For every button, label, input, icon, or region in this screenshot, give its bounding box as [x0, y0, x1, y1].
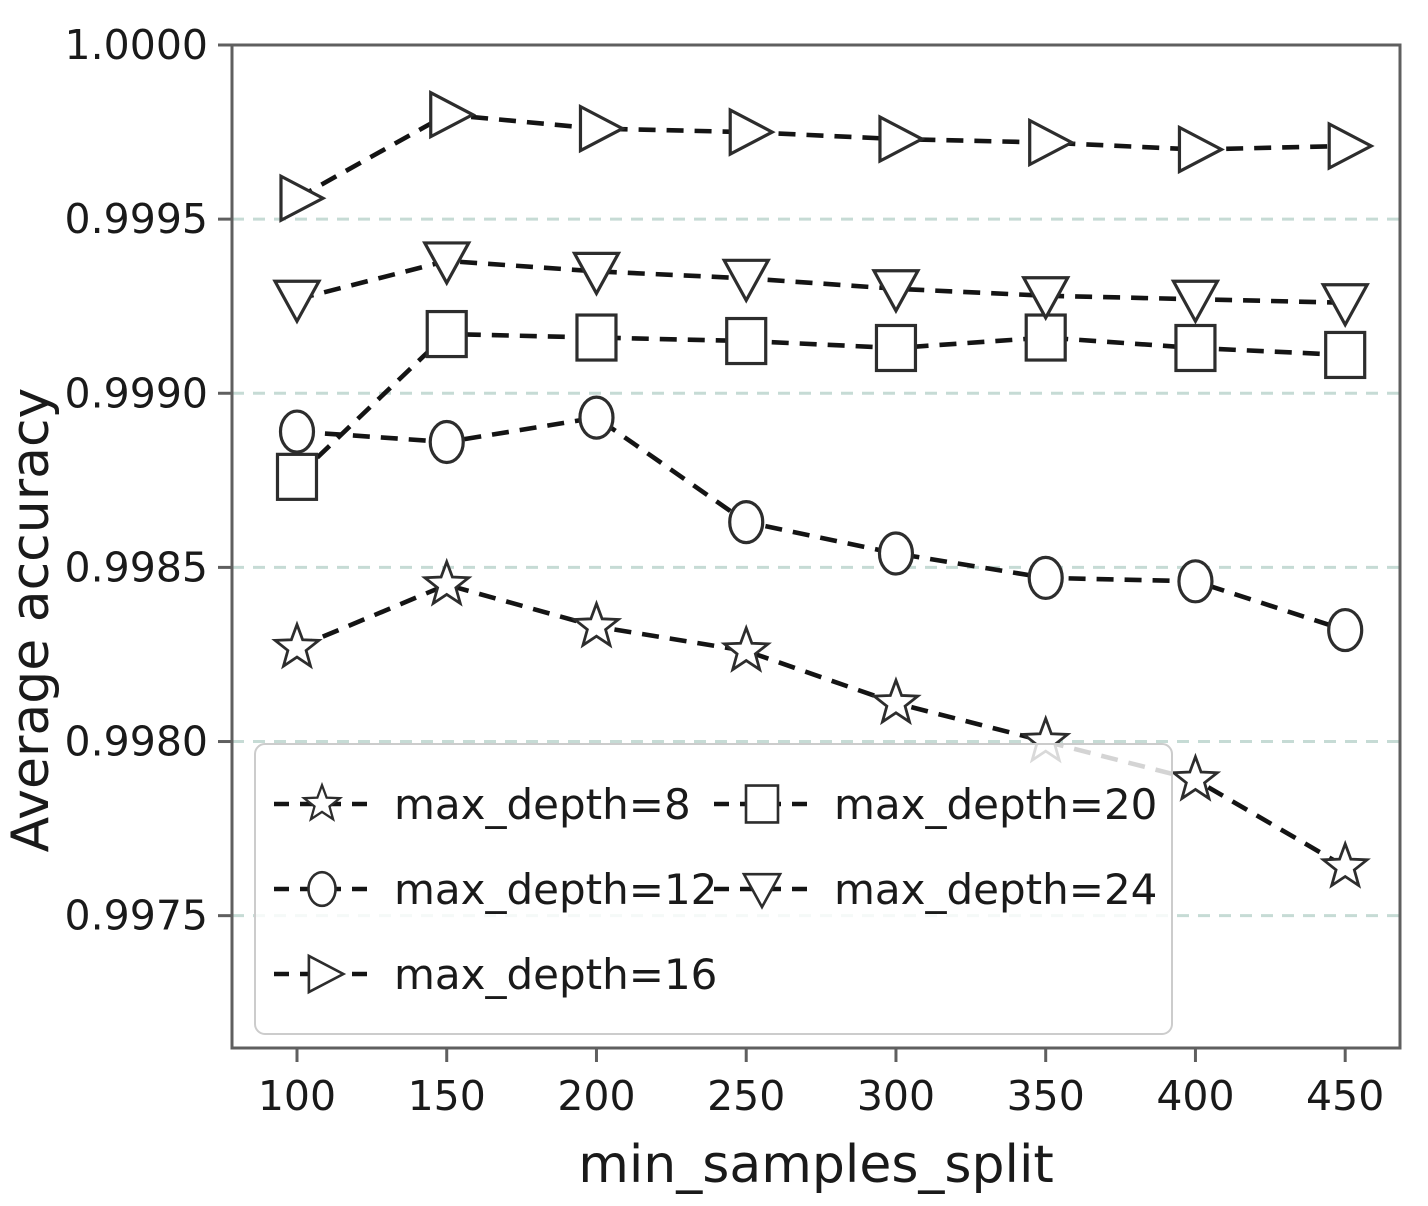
- marker-circle: [307, 870, 337, 908]
- marker-star: [720, 623, 772, 673]
- legend: max_depth=8 max_depth=12 max_depth=16 max_d…: [254, 743, 1173, 1035]
- y-tick-label: 1.0000: [65, 21, 208, 69]
- marker-circle: [728, 500, 765, 545]
- legend-item: max_depth=12: [274, 865, 717, 914]
- x-tick-label: 300: [857, 1072, 935, 1120]
- marker-triangle-down: [871, 269, 921, 315]
- legend-item: max_depth=24: [714, 865, 1157, 914]
- marker-circle: [877, 531, 915, 576]
- legend-item-label: max_depth=12: [394, 865, 717, 914]
- marker-triangle-right: [1177, 124, 1225, 175]
- x-axis-title: min_samples_split: [578, 1135, 1054, 1195]
- legend-item-label: max_depth=8: [394, 780, 691, 829]
- marker-triangle-right: [578, 103, 626, 154]
- x-tick-label: 150: [408, 1072, 486, 1120]
- series-max-depth-16: [279, 90, 1375, 223]
- legend-item: max_depth=20: [714, 780, 1157, 829]
- legend-box: [254, 743, 1173, 1035]
- marker-circle: [1027, 555, 1064, 600]
- y-tick-label: 0.9980: [65, 718, 208, 766]
- marker-star: [1169, 752, 1222, 802]
- legend-item-label: max_depth=24: [834, 865, 1157, 914]
- marker-triangle-down: [571, 251, 622, 297]
- x-tick-label: 400: [1156, 1072, 1234, 1120]
- marker-circle: [1327, 607, 1364, 653]
- marker-star: [421, 557, 473, 607]
- plot-frame: [230, 43, 1402, 1050]
- marker-square: [425, 309, 468, 359]
- marker-square: [575, 313, 618, 362]
- x-tick-label: 250: [707, 1072, 785, 1120]
- marker-square: [1024, 313, 1067, 362]
- marker-star: [271, 620, 323, 670]
- marker-triangle-right: [728, 107, 776, 157]
- series-line: [296, 258, 1346, 306]
- series-max-depth-24: [272, 241, 1370, 329]
- series-max-depth-12: [278, 395, 1364, 653]
- y-axis-title: Average accuracy: [1, 388, 61, 853]
- marker-square: [725, 316, 768, 366]
- axes-frame-layer: 1.0000 0.9995 0.9990 0.9985 0.9980 0.9975 100 1…: [65, 21, 1402, 1120]
- marker-triangle-right: [878, 114, 926, 164]
- marker-triangle-down: [1170, 279, 1221, 325]
- marker-triangle-down: [741, 872, 783, 910]
- marker-triangle-right: [1327, 121, 1375, 171]
- marker-square: [744, 784, 780, 824]
- marker-star: [870, 676, 922, 726]
- marker-circle: [578, 395, 615, 440]
- marker-square: [275, 452, 319, 501]
- marker-star: [300, 781, 344, 822]
- x-tick-label: 450: [1306, 1072, 1384, 1120]
- marker-triangle-right: [307, 953, 347, 995]
- marker-triangle-right: [1028, 117, 1076, 168]
- y-tick-label: 0.9985: [65, 543, 208, 591]
- legend-item-label: max_depth=16: [394, 950, 717, 999]
- marker-triangle-down: [721, 258, 771, 304]
- marker-triangle-down: [1320, 283, 1370, 329]
- series-max-depth-20: [275, 309, 1367, 501]
- marker-triangle-down: [422, 241, 472, 287]
- x-tick-label: 100: [258, 1072, 336, 1120]
- marker-triangle-right: [279, 173, 327, 223]
- legend-item-label: max_depth=20: [834, 780, 1157, 829]
- series-line: [296, 415, 1346, 633]
- y-tick-label: 0.9975: [65, 892, 208, 940]
- marker-circle: [428, 419, 465, 465]
- legend-item: max_depth=16: [274, 950, 717, 999]
- y-tick-label: 0.9995: [65, 195, 208, 243]
- x-tick-label: 350: [1007, 1072, 1085, 1120]
- marker-square: [874, 323, 918, 373]
- marker-star: [570, 599, 623, 649]
- marker-triangle-right: [429, 90, 477, 140]
- marker-square: [1174, 323, 1217, 373]
- y-tick-label: 0.9990: [65, 369, 208, 417]
- marker-star: [1319, 839, 1371, 889]
- series-line: [295, 331, 1346, 479]
- marker-triangle-down: [1021, 276, 1071, 322]
- marker-triangle-down: [272, 279, 322, 325]
- marker-circle: [278, 409, 316, 454]
- x-tick-label: 200: [557, 1072, 635, 1120]
- marker-square: [1324, 330, 1367, 380]
- marker-circle: [1177, 559, 1214, 604]
- series-layer: [271, 90, 1375, 889]
- legend-item: max_depth=8: [274, 780, 691, 829]
